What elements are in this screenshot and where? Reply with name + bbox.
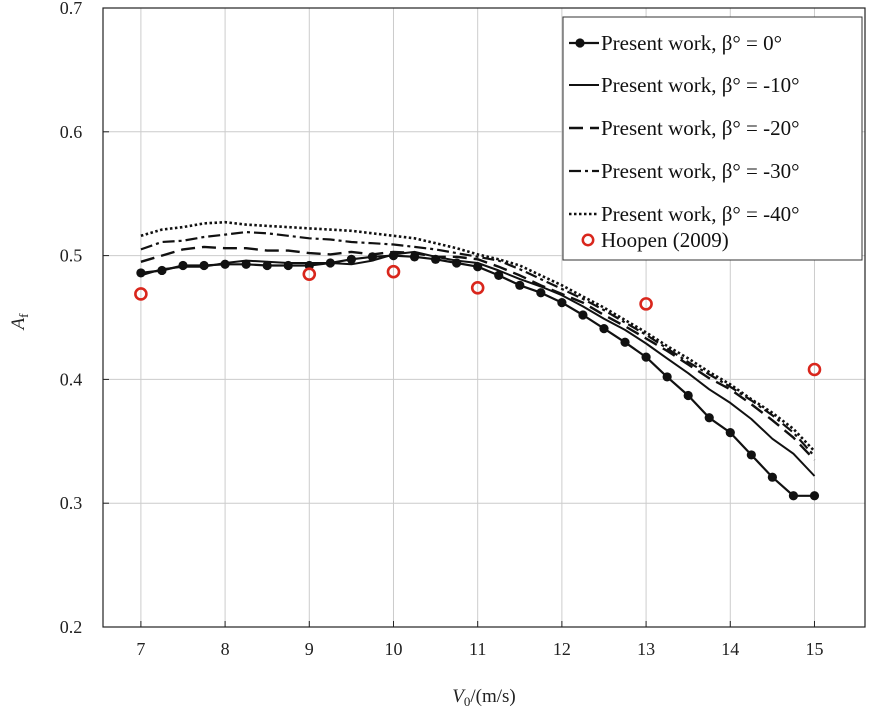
hoopen-point: [302, 267, 317, 281]
x-tick-label: 9: [305, 639, 314, 659]
legend-label: Hoopen (2009): [601, 228, 729, 252]
legend-label: Present work, β° = -10°: [601, 73, 800, 97]
y-tick-label: 0.3: [60, 493, 83, 513]
series-marker: [620, 337, 630, 347]
series-marker: [704, 413, 714, 423]
series-1: [140, 250, 816, 477]
x-tick-label: 7: [136, 639, 145, 659]
legend-label: Present work, β° = -20°: [601, 116, 800, 140]
series-marker: [683, 390, 693, 401]
legend: Present work, β° = 0° Present work, β° = …: [562, 16, 863, 261]
series-marker: [641, 352, 651, 362]
series-marker: [346, 254, 356, 264]
y-axis-title: Af: [8, 313, 31, 332]
legend-label: Present work, β° = -40°: [601, 202, 800, 226]
legend-item-5: Hoopen (2009): [581, 228, 729, 252]
series-marker: [725, 428, 735, 438]
series-marker: [199, 260, 209, 271]
y-axis-title-symbol: A: [8, 317, 29, 331]
series-3: [140, 231, 816, 457]
series-5: [134, 264, 822, 377]
series-marker: [662, 372, 672, 382]
series-line-1: [140, 250, 816, 477]
legend-label: Present work, β° = 0°: [601, 31, 782, 55]
series-2: [140, 245, 816, 461]
series-marker: [178, 260, 188, 271]
x-axis-title: V0/(m/s): [452, 686, 516, 709]
y-tick-label: 0.5: [60, 246, 83, 266]
legend-label: Present work, β° = -30°: [601, 159, 800, 183]
legend-swatch-marker: [581, 233, 595, 247]
plot-frame: [102, 7, 866, 628]
hoopen-point: [807, 362, 822, 377]
x-tick-label: 14: [721, 639, 739, 659]
series-marker: [599, 324, 609, 334]
y-tick-label: 0.7: [60, 0, 83, 18]
x-axis-title-symbol: V: [452, 686, 466, 707]
x-tick-label: 15: [805, 639, 823, 659]
series-marker: [746, 450, 756, 460]
series-marker: [809, 491, 820, 501]
y-tick-label: 0.4: [60, 369, 83, 389]
legend-item-0: Present work, β° = 0°: [569, 31, 782, 55]
series-line-3: [140, 231, 816, 457]
x-tick-label: 12: [553, 639, 571, 659]
x-tick-label: 10: [384, 639, 402, 659]
x-tick-label: 11: [469, 639, 486, 659]
series-marker: [536, 288, 546, 298]
series-marker: [136, 268, 146, 278]
series-marker: [578, 310, 588, 320]
x-axis-title-units: /(m/s): [470, 686, 515, 707]
legend-item-1: Present work, β° = -10°: [569, 73, 800, 97]
series-marker: [788, 491, 799, 501]
series-marker: [515, 280, 525, 290]
hoopen-point: [470, 280, 485, 295]
legend-swatch-marker: [575, 38, 585, 48]
legend-box: [562, 16, 863, 261]
series-marker: [494, 270, 504, 281]
series-marker: [262, 260, 272, 271]
legend-item-2: Present work, β° = -20°: [569, 116, 800, 140]
hoopen-point: [134, 287, 148, 301]
series-line-4: [140, 220, 816, 453]
series-layer: [134, 220, 822, 501]
tick-layer: 7 8 9 10 11 12 13 14 15 0.2 0.3 0.4 0.5 0.6 0.7: [60, 0, 824, 659]
y-tick-label: 0.2: [60, 617, 83, 637]
x-axis-title-subscript: 0: [464, 694, 471, 709]
series-marker: [767, 472, 777, 482]
hoopen-point: [386, 264, 401, 279]
legend-items: Present work, β° = 0° Present work, β° = …: [569, 31, 800, 252]
series-marker: [557, 298, 567, 308]
y-axis-title-subscript: f: [16, 313, 31, 318]
x-tick-label: 8: [221, 639, 230, 659]
series-4: [140, 220, 816, 453]
y-tick-label: 0.6: [60, 122, 83, 142]
legend-item-4: Present work, β° = -40°: [569, 202, 800, 226]
hoopen-point: [639, 297, 653, 311]
legend-item-3: Present work, β° = -30°: [569, 159, 800, 183]
x-tick-label: 13: [637, 639, 655, 659]
series-marker: [241, 259, 251, 269]
series-line-2: [140, 245, 816, 461]
